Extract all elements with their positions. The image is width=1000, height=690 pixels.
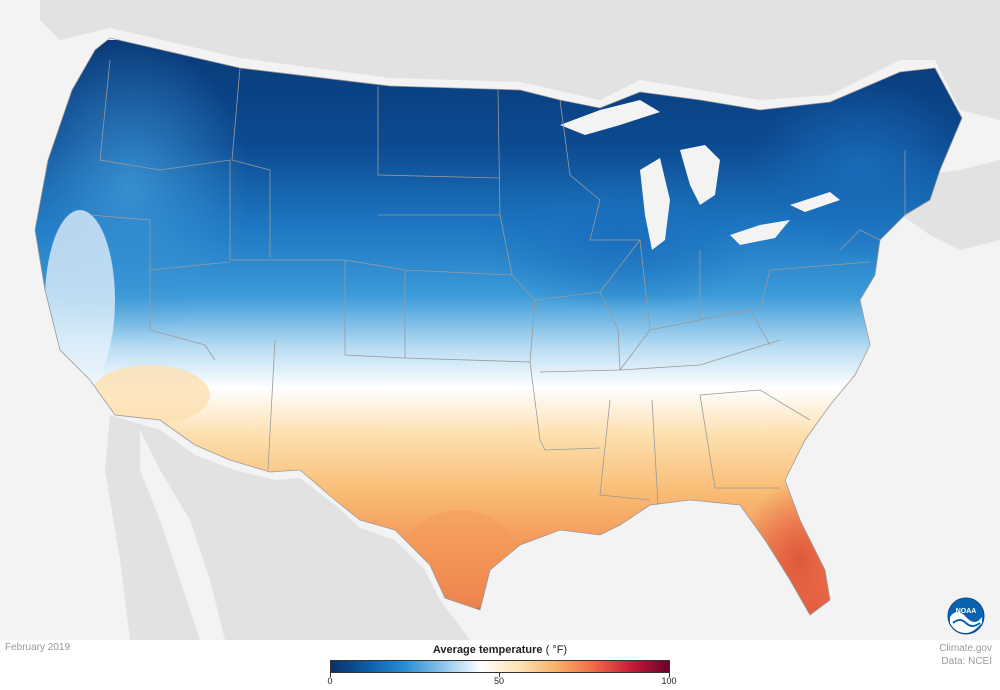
legend-title-text: Average temperature bbox=[432, 644, 543, 656]
legend-color-bar bbox=[330, 660, 670, 673]
credit: Climate.gov Data: NCEI bbox=[939, 642, 992, 668]
legend-label-mid: 50 bbox=[493, 676, 504, 686]
legend-title: Average temperature ( °F) bbox=[330, 644, 670, 656]
credit-data-source: Data: NCEI bbox=[941, 656, 992, 667]
great-lakes bbox=[560, 100, 840, 250]
map-canvas bbox=[34, 0, 1000, 640]
credit-site: Climate.gov bbox=[939, 643, 992, 654]
legend-tick-max bbox=[669, 673, 670, 677]
surrounding-land bbox=[40, 0, 1000, 640]
period-label: February 2019 bbox=[5, 642, 71, 653]
legend-tick-min bbox=[330, 673, 331, 677]
noaa-logo: NOAA bbox=[947, 597, 985, 635]
legend-tick-mid bbox=[499, 673, 500, 677]
state-borders bbox=[34, 37, 963, 616]
legend-label-min: 0 bbox=[327, 676, 333, 686]
legend-label-max: 100 bbox=[661, 676, 677, 686]
footer: February 2019 Average temperature ( °F) … bbox=[0, 640, 1000, 690]
noaa-logo-text: NOAA bbox=[956, 608, 977, 615]
legend-unit: ( °F) bbox=[545, 644, 568, 656]
